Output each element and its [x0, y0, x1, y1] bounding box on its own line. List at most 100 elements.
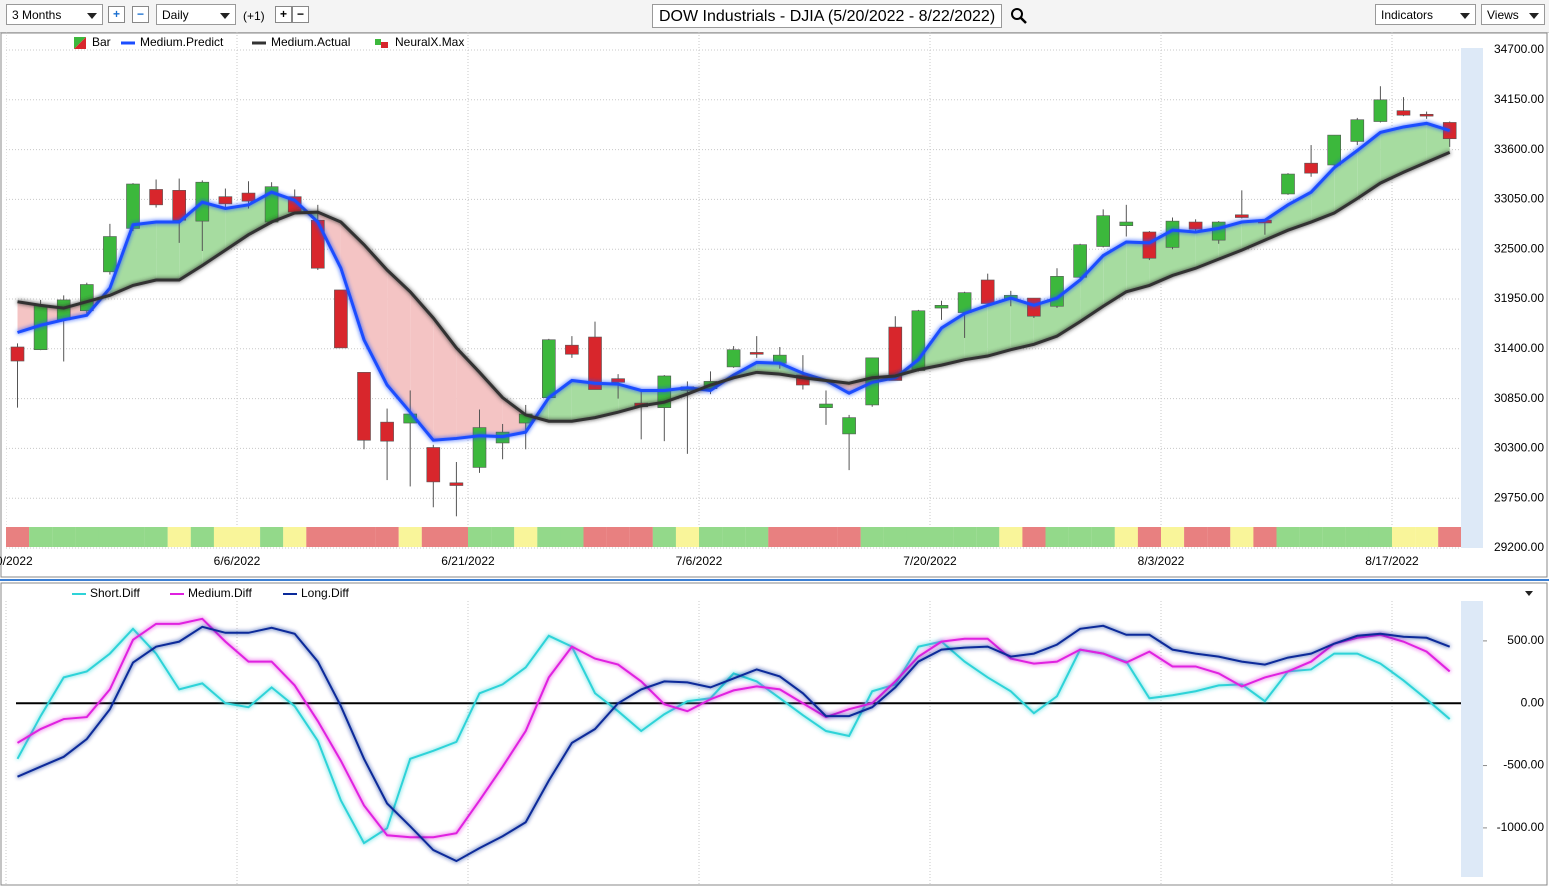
spread-fill [548, 380, 572, 422]
candle-body [1281, 173, 1295, 195]
candle-body [1096, 215, 1110, 247]
legend-label: Medium.Actual [271, 35, 350, 49]
signal-cell [629, 527, 653, 547]
period-select[interactable]: 3 Months [6, 4, 103, 25]
spread-fill [964, 305, 988, 360]
legend-label: NeuralX.Max [395, 35, 464, 49]
signal-cell [283, 527, 307, 547]
signal-cell [560, 527, 584, 547]
x-tick-label: 7/6/2022 [676, 554, 723, 568]
signal-cell [745, 527, 769, 547]
legend-label: Long.Diff [301, 586, 349, 600]
candle-body [1211, 221, 1226, 241]
signal-cell [375, 527, 399, 547]
y-tick-label: 31400.00 [1494, 341, 1544, 355]
signal-cell [491, 527, 515, 547]
toolbar: 3 Months + − Daily (+1) + − DOW Industri… [0, 0, 1549, 33]
spread-fill [987, 298, 1011, 357]
candle-body [1027, 297, 1041, 317]
interval-select[interactable]: Daily [156, 4, 236, 25]
candle-body [357, 372, 371, 441]
signal-cell [837, 527, 861, 547]
chart-title: DOW Industrials - DJIA (5/20/2022 - 8/22… [652, 4, 1003, 28]
signal-cell [260, 527, 284, 547]
signal-cell [468, 527, 492, 547]
spread-fill [1103, 241, 1127, 307]
candle-body [10, 346, 25, 362]
signal-cell [976, 527, 1000, 547]
zoom-out[interactable]: − [132, 6, 149, 23]
signal-cell [1137, 527, 1162, 547]
spread-fill [502, 397, 526, 437]
spread-fill [225, 204, 249, 251]
signal-cell [1161, 527, 1185, 547]
offset-plus[interactable]: + [275, 6, 292, 23]
candle-body [819, 403, 833, 408]
signal-cell [1368, 527, 1393, 547]
signal-cell [1253, 527, 1277, 547]
series-line [16, 627, 1451, 845]
signal-cell [306, 527, 330, 547]
indicators-select[interactable]: Indicators [1375, 4, 1476, 25]
views-select[interactable]: Views [1481, 4, 1545, 25]
signal-cell [722, 527, 746, 547]
spread-fill [571, 380, 595, 422]
candle-body [541, 339, 556, 398]
candle-body [218, 196, 233, 205]
y-tick-label: 500.00 [1507, 633, 1544, 647]
signal-cell [1184, 527, 1208, 547]
y-tick-label: 34700.00 [1494, 42, 1544, 56]
candle-body [80, 284, 94, 312]
candle-body [957, 292, 972, 313]
spread-fill [1357, 132, 1381, 199]
signal-cell [699, 527, 723, 547]
spread-fill [1311, 167, 1335, 223]
candle-body [934, 305, 949, 309]
signal-cell [52, 527, 76, 547]
spread-fill [1380, 126, 1404, 184]
candle-body [103, 236, 117, 273]
top-panel-frame [0, 32, 1548, 578]
signal-cell [1299, 527, 1323, 547]
signal-cell [329, 527, 353, 547]
signal-cell [1322, 527, 1346, 547]
signal-cell [1392, 527, 1416, 547]
candle-body [241, 192, 256, 202]
signal-cell [6, 527, 30, 547]
zoom-in[interactable]: + [108, 6, 125, 23]
y-tick-label: -1000.00 [1497, 820, 1545, 834]
series-line [17, 121, 1451, 442]
x-tick-label: 8/17/2022 [1365, 554, 1419, 568]
y-tick-label: -500.00 [1503, 758, 1544, 772]
y-tick-label: 34150.00 [1494, 92, 1544, 106]
spread-fill [595, 383, 619, 418]
candle-body [310, 219, 325, 269]
offset: (+1) [243, 9, 265, 23]
candle-body [472, 427, 487, 468]
legend-label: Bar [92, 35, 111, 49]
candle-body [56, 299, 71, 321]
future-zone [1461, 48, 1483, 548]
signal-cell [1207, 527, 1231, 547]
candle-body [449, 482, 464, 486]
legend-label: Medium.Predict [140, 35, 224, 49]
spread-fill [756, 362, 780, 375]
candle-body [1419, 113, 1434, 117]
spread-fill [456, 347, 480, 439]
signal-cell [999, 527, 1023, 547]
signal-cell [814, 527, 838, 547]
spread-fill [941, 313, 965, 366]
signal-cell [583, 527, 607, 547]
candle-body [1304, 162, 1318, 174]
search-icon[interactable] [1010, 7, 1028, 25]
signal-cell [1045, 527, 1069, 547]
y-tick-label: 29750.00 [1494, 490, 1544, 504]
candle-body [126, 183, 140, 229]
candle-body [980, 279, 995, 304]
spread-fill [387, 270, 411, 413]
signal-cell [352, 527, 376, 547]
signal-cell [1276, 527, 1300, 547]
spread-fill [133, 222, 157, 286]
offset-minus[interactable]: − [292, 6, 309, 23]
